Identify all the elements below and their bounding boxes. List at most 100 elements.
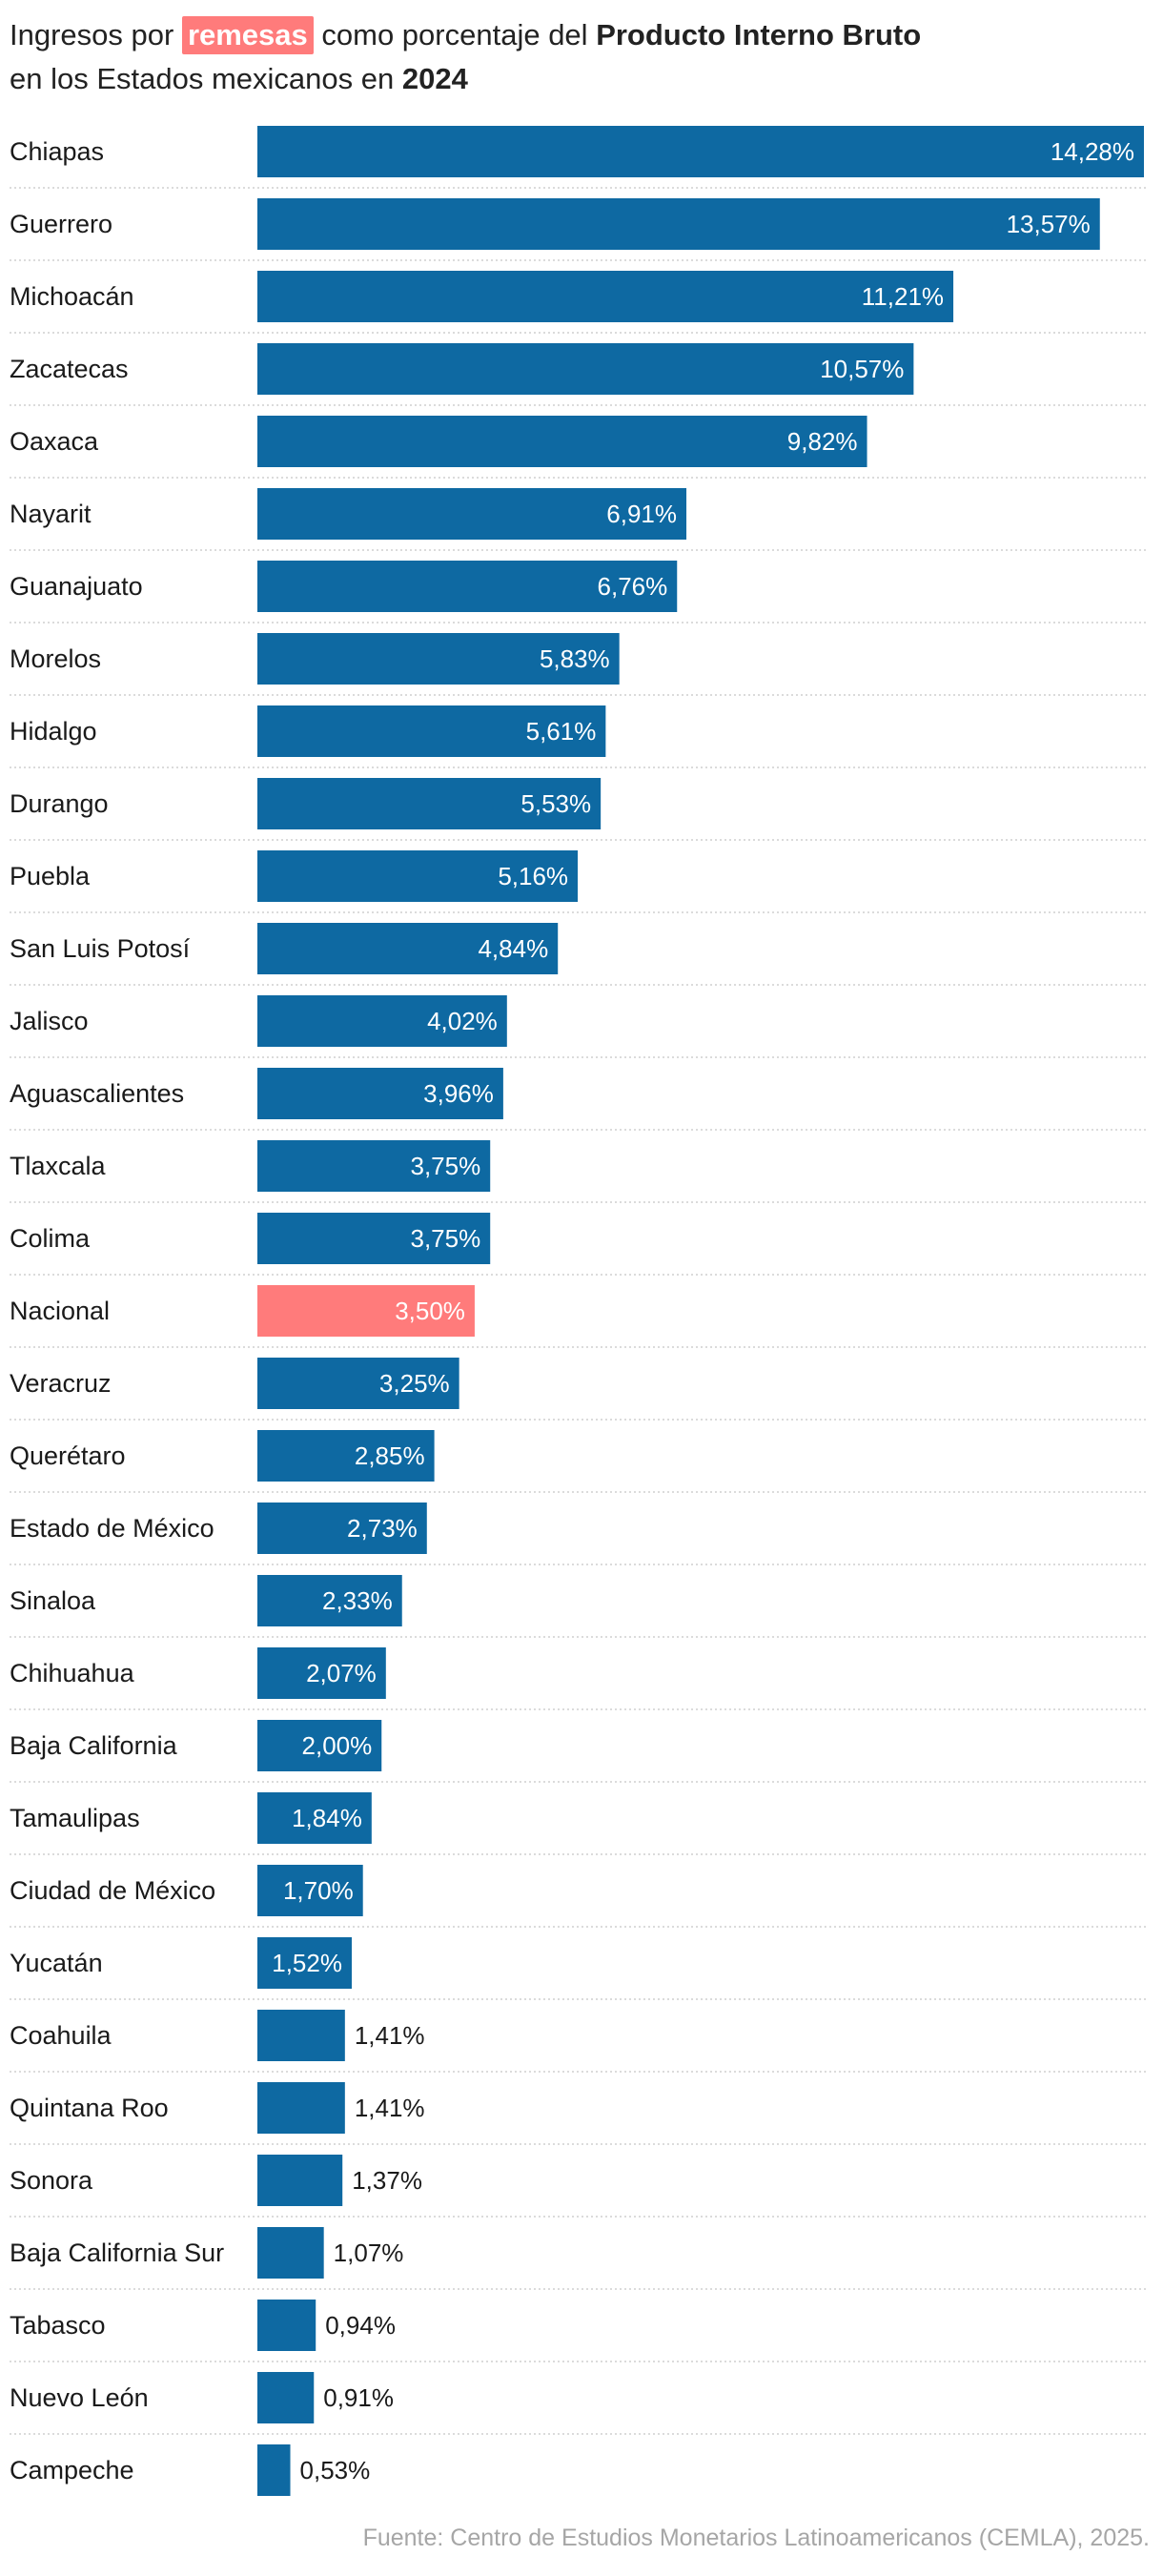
- value-label: 11,21%: [862, 282, 944, 311]
- value-label: 6,91%: [606, 500, 677, 528]
- category-label: Durango: [10, 789, 109, 818]
- category-label: Nacional: [10, 1297, 110, 1325]
- bar: [257, 995, 507, 1047]
- bar: [257, 1358, 459, 1409]
- title-highlight-remesas: remesas: [181, 16, 314, 54]
- value-label: 9,82%: [787, 427, 858, 456]
- category-label: Quintana Roo: [10, 2094, 169, 2122]
- value-label: 5,83%: [540, 644, 610, 673]
- category-label: Sinaloa: [10, 1586, 96, 1615]
- category-label: Tabasco: [10, 2311, 106, 2340]
- bar: [257, 1792, 372, 1844]
- bar: [257, 1647, 386, 1699]
- chart-title: Ingresos por remesas como porcentaje del…: [10, 13, 1153, 101]
- value-label: 3,75%: [410, 1152, 480, 1180]
- title-line-2: en los Estados mexicanos en 2024: [10, 57, 1153, 101]
- title-text-2: como porcentaje del: [313, 18, 597, 51]
- category-label: Nuevo León: [10, 2383, 149, 2412]
- value-label: 1,07%: [334, 2239, 404, 2267]
- category-label: Baja California: [10, 1731, 178, 1760]
- value-label: 1,37%: [352, 2166, 422, 2195]
- bar: [257, 1503, 427, 1554]
- category-label: Colima: [10, 1224, 91, 1253]
- value-label: 5,16%: [498, 862, 568, 890]
- bar: [257, 2082, 345, 2134]
- value-label: 2,73%: [347, 1514, 418, 1543]
- value-label: 6,76%: [598, 572, 668, 601]
- value-label: 14,28%: [1051, 137, 1134, 166]
- category-label: Guanajuato: [10, 572, 143, 601]
- bar-chart: Chiapas 14,28% Guerrero 13,57% Michoacán 11,2…: [10, 126, 1149, 2496]
- value-label: 2,07%: [306, 1659, 377, 1687]
- bar: [257, 1430, 435, 1482]
- bar: [257, 2155, 343, 2206]
- category-label: Estado de México: [10, 1514, 214, 1543]
- value-label: 1,41%: [355, 2021, 425, 2050]
- value-label: 5,53%: [520, 789, 591, 818]
- value-label: 1,70%: [283, 1876, 354, 1905]
- bar: [257, 1213, 491, 1264]
- bar: [257, 633, 620, 685]
- category-label: Michoacán: [10, 282, 134, 311]
- bar: [257, 198, 1100, 250]
- bar-highlight: [257, 1285, 475, 1337]
- value-label: 2,00%: [302, 1731, 373, 1760]
- bar: [257, 2444, 291, 2496]
- value-label: 2,33%: [322, 1586, 393, 1615]
- bar: [257, 1937, 352, 1989]
- category-label: Querétaro: [10, 1441, 126, 1470]
- source-note: Fuente: Centro de Estudios Monetarios La…: [362, 2525, 1150, 2551]
- category-label: Baja California Sur: [10, 2239, 224, 2267]
- value-label: 1,41%: [355, 2094, 425, 2122]
- bar: [257, 1140, 491, 1192]
- category-label: Puebla: [10, 862, 91, 890]
- bar: [257, 271, 954, 322]
- bar: [257, 2227, 324, 2279]
- category-label: Nayarit: [10, 500, 92, 528]
- bar: [257, 416, 867, 467]
- bar: [257, 778, 602, 829]
- value-label: 13,57%: [1007, 210, 1091, 238]
- category-label: Tlaxcala: [10, 1152, 107, 1180]
- category-label: Hidalgo: [10, 717, 97, 746]
- category-label: Morelos: [10, 644, 101, 673]
- bar: [257, 488, 687, 540]
- value-label: 0,53%: [300, 2456, 371, 2484]
- value-label: 2,85%: [355, 1441, 425, 1470]
- value-label: 1,84%: [292, 1804, 362, 1832]
- title-bold-pib: Producto Interno Bruto: [596, 18, 922, 51]
- bar: [257, 1865, 363, 1916]
- bar: [257, 126, 1144, 177]
- value-label: 3,50%: [395, 1297, 465, 1325]
- category-label: Zacatecas: [10, 355, 129, 383]
- value-label: 4,02%: [427, 1007, 498, 1035]
- bar: [257, 2010, 345, 2061]
- category-label: Chiapas: [10, 137, 104, 166]
- category-label: Sonora: [10, 2166, 93, 2195]
- category-label: Campeche: [10, 2456, 134, 2484]
- bar: [257, 2372, 315, 2423]
- category-label: Jalisco: [10, 1007, 89, 1035]
- value-label: 0,94%: [325, 2311, 396, 2340]
- bar: [257, 1575, 402, 1626]
- title-year: 2024: [401, 62, 468, 95]
- value-label: 5,61%: [526, 717, 597, 746]
- value-label: 10,57%: [820, 355, 904, 383]
- category-label: Aguascalientes: [10, 1079, 184, 1108]
- category-label: Veracruz: [10, 1369, 112, 1398]
- title-text-3: en los Estados mexicanos en: [10, 62, 402, 95]
- category-label: San Luis Potosí: [10, 934, 191, 963]
- category-label: Tamaulipas: [10, 1804, 140, 1832]
- title-line-1: Ingresos por remesas como porcentaje del…: [10, 13, 1153, 57]
- category-label: Guerrero: [10, 210, 112, 238]
- category-label: Oaxaca: [10, 427, 99, 456]
- category-label: Ciudad de México: [10, 1876, 215, 1905]
- bar: [257, 923, 559, 974]
- category-label: Coahuila: [10, 2021, 112, 2050]
- bar: [257, 1720, 382, 1771]
- bar: [257, 705, 606, 757]
- bar: [257, 2300, 316, 2351]
- category-label: Yucatán: [10, 1949, 103, 1977]
- value-label: 3,75%: [410, 1224, 480, 1253]
- category-label: Chihuahua: [10, 1659, 135, 1687]
